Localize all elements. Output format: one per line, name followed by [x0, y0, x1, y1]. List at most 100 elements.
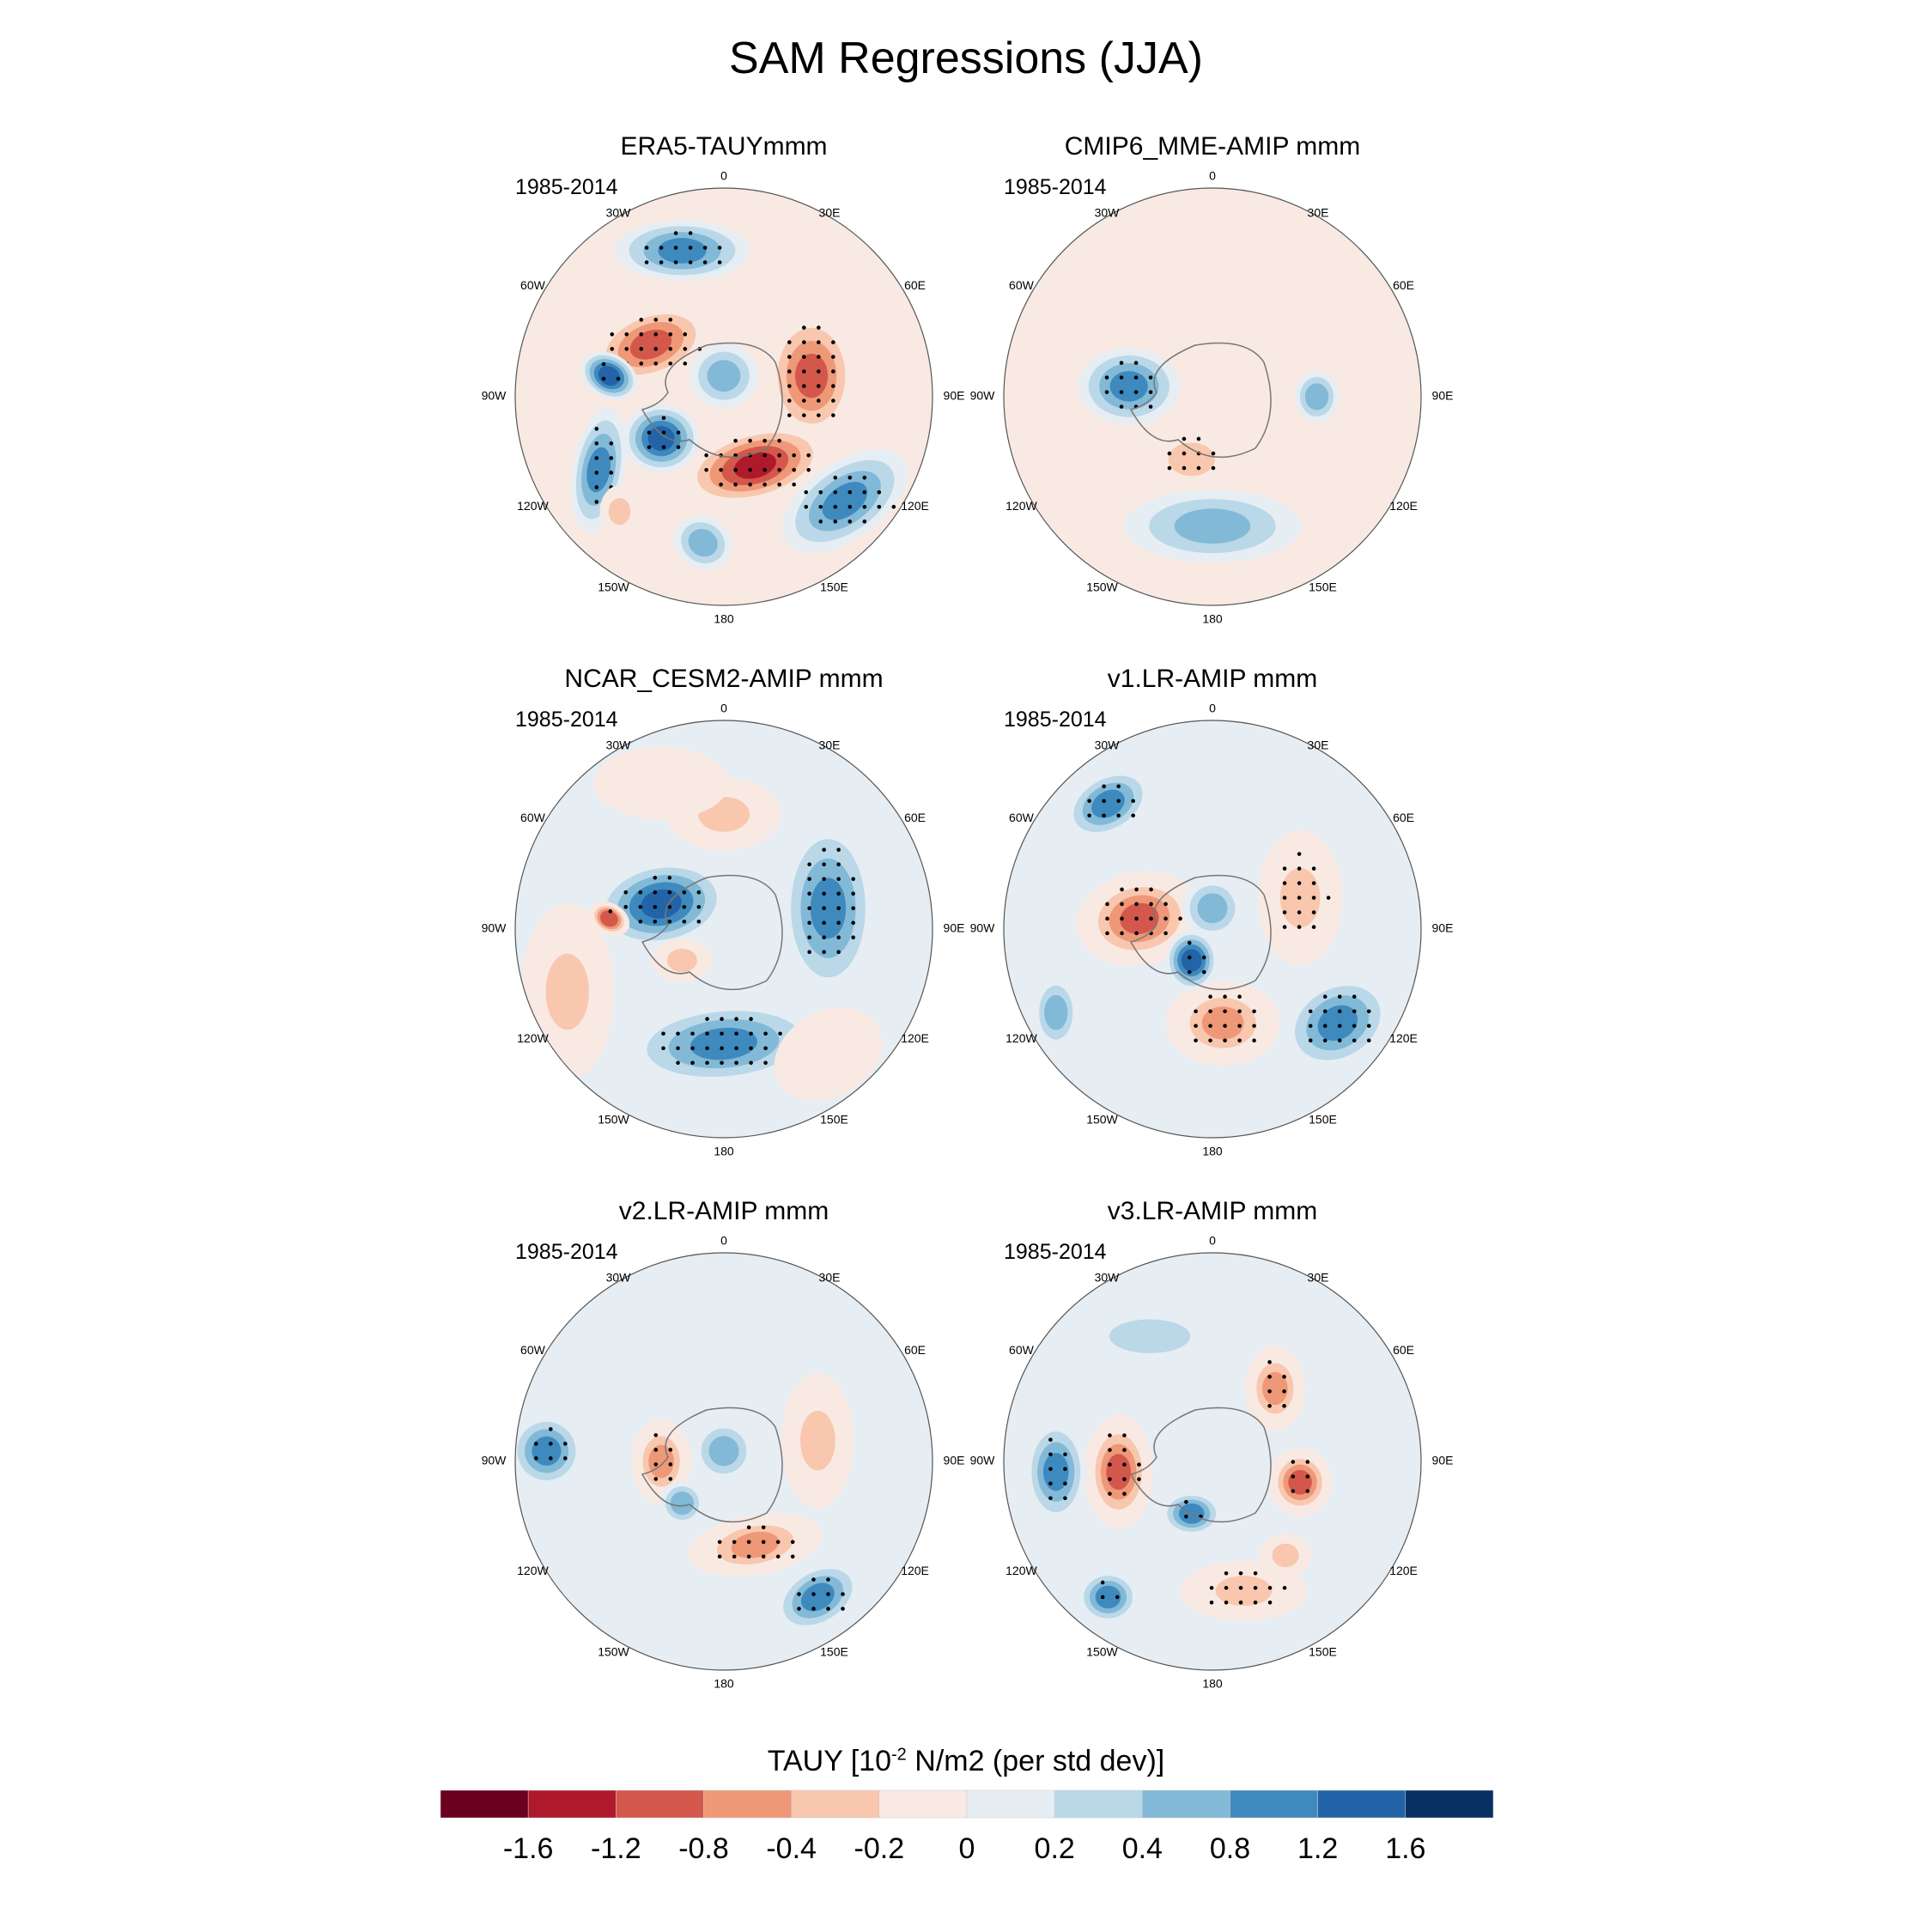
- significance-dot: [822, 891, 826, 896]
- significance-dot: [822, 848, 826, 852]
- significance-dot: [647, 430, 652, 435]
- significance-dot: [549, 1427, 553, 1431]
- significance-dot: [763, 1060, 768, 1066]
- longitude-label: 90W: [482, 921, 507, 935]
- significance-dot: [638, 890, 643, 895]
- contour-level: [1091, 789, 1125, 818]
- significance-dot: [1178, 916, 1182, 921]
- significance-dot: [1337, 1009, 1342, 1014]
- significance-dot: [762, 453, 767, 458]
- colorbar-tick-label: -1.2: [591, 1832, 641, 1865]
- longitude-label: 150W: [1086, 580, 1118, 593]
- significance-dot: [1102, 813, 1106, 818]
- significance-dot: [833, 505, 838, 509]
- significance-dot: [851, 935, 855, 940]
- significance-dot: [1063, 1467, 1067, 1472]
- significance-dot: [862, 505, 867, 509]
- significance-dot: [1223, 1009, 1227, 1014]
- significance-dot: [683, 361, 688, 366]
- antarctica-coastline: [641, 1406, 783, 1523]
- significance-dot: [1322, 1009, 1327, 1014]
- significance-dot: [817, 340, 821, 344]
- longitude-label: 180: [1202, 612, 1223, 626]
- significance-dot: [676, 430, 681, 435]
- significance-dot: [1209, 1600, 1214, 1605]
- significance-dot: [1209, 1585, 1214, 1590]
- significance-dot: [1122, 1492, 1127, 1496]
- significance-dot: [733, 453, 738, 458]
- significance-dot: [1252, 1024, 1256, 1029]
- significance-dot: [790, 1540, 795, 1545]
- significance-dot: [1201, 969, 1206, 975]
- longitude-label: 150E: [820, 580, 848, 593]
- significance-dot: [811, 1592, 816, 1596]
- significance-dot: [676, 1060, 680, 1066]
- significance-dot: [862, 475, 867, 480]
- significance-dot: [749, 1017, 753, 1022]
- significance-dot: [851, 906, 855, 910]
- significance-dot: [1305, 1474, 1310, 1479]
- panel-title: v2.LR-AMIP mmm: [619, 1197, 829, 1225]
- significance-dot: [659, 260, 664, 264]
- significance-dot: [661, 445, 666, 450]
- significance-dot: [746, 1554, 751, 1559]
- significance-dot: [790, 1554, 795, 1559]
- significance-dot: [639, 347, 644, 351]
- significance-dot: [653, 361, 659, 366]
- significance-dot: [1311, 881, 1316, 885]
- significance-dot: [705, 1031, 709, 1036]
- significance-dot: [644, 246, 649, 250]
- longitude-label: 30W: [1095, 206, 1121, 220]
- map-boundary: [514, 720, 933, 1139]
- significance-dot: [836, 877, 841, 881]
- significance-dot: [818, 519, 823, 524]
- significance-dot: [1311, 896, 1316, 900]
- significance-dot: [1120, 902, 1124, 907]
- longitude-label: 30W: [1095, 738, 1121, 752]
- significance-dot: [836, 950, 841, 955]
- contour-level: [799, 1410, 835, 1471]
- significance-dot: [661, 1046, 665, 1051]
- longitude-label: 150E: [820, 1644, 848, 1658]
- contour-level: [731, 1531, 780, 1558]
- significance-dot: [1063, 1452, 1067, 1457]
- significance-dot: [653, 904, 658, 909]
- significance-dot: [653, 875, 658, 880]
- significance-dot: [1253, 1571, 1258, 1576]
- contour-level: [1317, 1005, 1358, 1041]
- longitude-label: 60E: [904, 278, 926, 292]
- significance-dot: [1282, 881, 1287, 885]
- longitude-label: 90E: [1432, 921, 1454, 935]
- longitude-label: 0: [1209, 169, 1216, 183]
- longitude-label: 30E: [819, 1271, 841, 1285]
- significance-dot: [848, 475, 853, 480]
- significance-dot: [836, 906, 841, 910]
- significance-dot: [1116, 784, 1121, 789]
- map-panel: NCAR_CESM2-AMIP mmm 1985-2014 0 30E 60E 90E 12…: [482, 665, 965, 1158]
- colorbar-title-pre: TAUY [10: [767, 1745, 892, 1777]
- significance-dot: [1048, 1496, 1053, 1501]
- significance-dot: [822, 862, 826, 866]
- significance-dot: [667, 890, 672, 895]
- significance-dot: [653, 919, 658, 924]
- significance-dot: [1167, 451, 1172, 456]
- significance-dot: [831, 369, 835, 374]
- significance-dot: [1122, 1448, 1127, 1452]
- significance-dot: [891, 505, 896, 509]
- significance-dot: [534, 1442, 538, 1446]
- contour-level: [800, 1583, 835, 1612]
- significance-dot: [1116, 799, 1121, 804]
- significance-dot: [1182, 436, 1187, 441]
- significance-dot: [1048, 1481, 1053, 1486]
- significance-dot: [763, 1031, 768, 1036]
- longitude-label: 120W: [1005, 499, 1037, 513]
- significance-dot: [1282, 1375, 1286, 1379]
- significance-dot: [549, 1442, 553, 1446]
- significance-dot: [1108, 1433, 1112, 1437]
- significance-dot: [851, 877, 855, 881]
- panel-period: 1985-2014: [515, 708, 618, 732]
- contour-level: [1058, 232, 1116, 290]
- significance-dot: [802, 355, 806, 359]
- significance-dot: [1267, 1404, 1272, 1408]
